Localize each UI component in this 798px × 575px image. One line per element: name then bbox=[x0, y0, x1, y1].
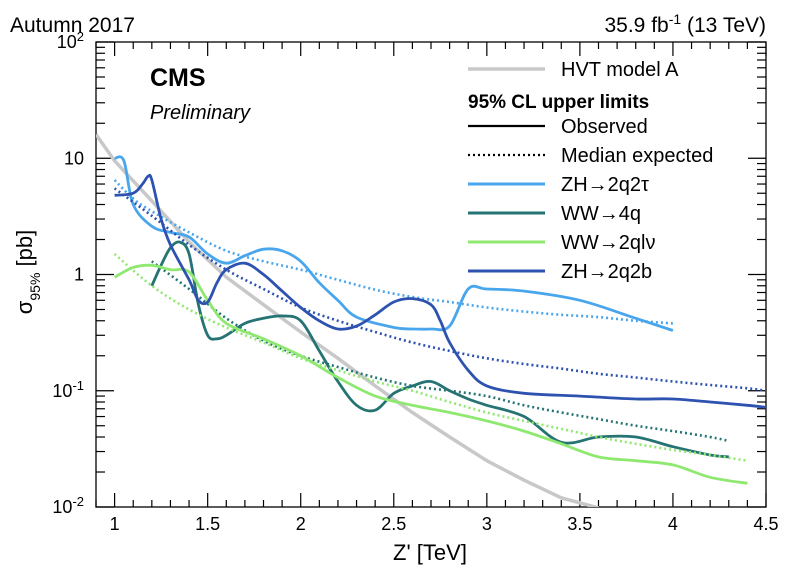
series-6-dotted bbox=[113, 253, 748, 462]
legend-hvt-label: HVT model A bbox=[561, 59, 679, 81]
legend-header: 95% CL upper limits bbox=[468, 92, 649, 113]
series-5-solid bbox=[113, 263, 748, 485]
x-tick-label: 4.5 bbox=[753, 514, 778, 534]
axis-ticks bbox=[95, 41, 767, 508]
legend-ww2qlnu-label: WW→2qlν bbox=[561, 232, 655, 254]
series-4-dotted bbox=[151, 260, 730, 443]
cms-title: CMS bbox=[150, 64, 206, 92]
tick-labels: 1 1.5 2 2.5 3 3.5 4 4.5 10-2 10-1 1 10 102 bbox=[52, 29, 778, 535]
y-tick-label: 10-2 bbox=[52, 494, 84, 518]
x-axis-title: Z' [TeV] bbox=[393, 540, 467, 565]
y-axis-unit: [pb] bbox=[12, 230, 37, 273]
header-lumi: 35.9 fb-1 (13 TeV) bbox=[604, 11, 766, 37]
header-lumi-exp: -1 bbox=[669, 11, 682, 27]
series-2-dotted bbox=[113, 179, 674, 325]
x-tick-label: 3 bbox=[482, 514, 492, 534]
y-axis-symbol: σ bbox=[12, 300, 37, 314]
x-tick-label: 2.5 bbox=[381, 514, 406, 534]
y-tick-label: 102 bbox=[57, 29, 84, 53]
y-tick-label: 10-1 bbox=[52, 377, 84, 401]
legend-expected-label: Median expected bbox=[561, 145, 713, 167]
legend-observed-label: Observed bbox=[561, 116, 648, 138]
series-0-solid bbox=[96, 133, 599, 507]
y-tick-label: 10 bbox=[64, 148, 84, 168]
legend-zh2q2b-label: ZH→2q2b bbox=[561, 261, 652, 283]
x-tick-label: 1.5 bbox=[195, 514, 220, 534]
legend: HVT model A 95% CL upper limits Observed… bbox=[468, 59, 713, 283]
header-energy: (13 TeV) bbox=[681, 14, 766, 37]
y-axis-title: σ95% [pb] bbox=[12, 230, 43, 314]
x-tick-label: 2 bbox=[296, 514, 306, 534]
y-tick-label: 1 bbox=[74, 265, 84, 285]
series-1-solid bbox=[114, 155, 674, 332]
header-lumi-value: 35.9 fb bbox=[604, 14, 668, 37]
legend-zh2q2tau-label: ZH→2q2τ bbox=[561, 174, 649, 196]
series-8-dotted bbox=[113, 187, 766, 393]
x-tick-label: 1 bbox=[110, 514, 120, 534]
cms-subtitle: Preliminary bbox=[150, 102, 251, 124]
series-7-solid bbox=[114, 173, 766, 409]
y-axis-subscript: 95% bbox=[27, 273, 43, 301]
limit-curves bbox=[96, 133, 766, 507]
x-tick-label: 3.5 bbox=[567, 514, 592, 534]
legend-ww4q-label: WW→4q bbox=[561, 203, 641, 225]
x-tick-label: 4 bbox=[668, 514, 678, 534]
header-period: Autumn 2017 bbox=[10, 14, 135, 37]
